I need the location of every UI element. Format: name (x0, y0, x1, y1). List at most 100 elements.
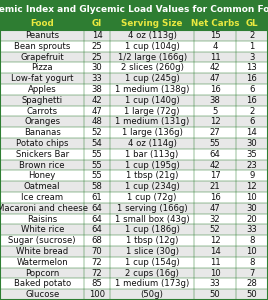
Text: 33: 33 (210, 279, 221, 288)
Text: Bananas: Bananas (24, 128, 61, 137)
Text: 1: 1 (249, 42, 255, 51)
Bar (0, 268, 268, 278)
Text: Glucose: Glucose (25, 290, 59, 299)
Text: 1 tbsp (12g): 1 tbsp (12g) (126, 236, 178, 245)
Text: Snickers Bar: Snickers Bar (16, 150, 69, 159)
Text: 47: 47 (92, 106, 103, 116)
Text: 47: 47 (210, 204, 221, 213)
Text: Popcorn: Popcorn (25, 268, 59, 278)
Bar (0, 84, 268, 95)
Text: 33: 33 (92, 74, 103, 83)
Text: 23: 23 (247, 160, 257, 169)
Text: Grapefruit: Grapefruit (20, 52, 64, 62)
Text: 1 cup (195g): 1 cup (195g) (125, 160, 180, 169)
Text: 16: 16 (210, 85, 221, 94)
Text: 1 cup (72g): 1 cup (72g) (127, 193, 177, 202)
Bar (0, 246, 268, 257)
Text: 11: 11 (210, 258, 221, 267)
Text: 55: 55 (210, 139, 221, 148)
Bar (0, 18, 268, 30)
Text: 35: 35 (247, 150, 257, 159)
Bar (0, 160, 268, 170)
Text: 6: 6 (249, 85, 255, 94)
Text: Brown rice: Brown rice (20, 160, 65, 169)
Bar (0, 224, 268, 235)
Text: 9: 9 (249, 171, 255, 180)
Text: White rice: White rice (21, 225, 64, 234)
Text: 1/2 large (166g): 1/2 large (166g) (118, 52, 187, 62)
Text: 27: 27 (210, 128, 221, 137)
Text: 1 small box (43g): 1 small box (43g) (115, 214, 189, 224)
Text: 42: 42 (92, 96, 103, 105)
Bar (0, 192, 268, 203)
Text: 5: 5 (212, 106, 218, 116)
Text: 1 bar (113g): 1 bar (113g) (125, 150, 179, 159)
Bar (0, 203, 268, 214)
Text: 55: 55 (92, 150, 103, 159)
Text: Potato chips: Potato chips (16, 139, 68, 148)
Text: GI: GI (92, 20, 102, 28)
Bar (0, 235, 268, 246)
Text: Low-fat yogurt: Low-fat yogurt (11, 74, 73, 83)
Text: White bread: White bread (16, 247, 68, 256)
Text: 1 medium (131g): 1 medium (131g) (115, 117, 189, 126)
Text: Peanuts: Peanuts (25, 31, 59, 40)
Text: 30: 30 (247, 204, 257, 213)
Bar (0, 149, 268, 160)
Text: 30: 30 (92, 63, 103, 72)
Text: Raisins: Raisins (27, 214, 57, 224)
Text: 1 cup (186g): 1 cup (186g) (125, 225, 180, 234)
Text: 1 cup (154g): 1 cup (154g) (125, 258, 180, 267)
Text: 42: 42 (210, 63, 221, 72)
Text: 32: 32 (210, 214, 221, 224)
Text: 2: 2 (249, 31, 255, 40)
Text: 14: 14 (210, 247, 221, 256)
Text: 12: 12 (210, 117, 221, 126)
Text: 1 large (72g): 1 large (72g) (124, 106, 180, 116)
Text: 55: 55 (92, 160, 103, 169)
Text: Glycemic Index and Glycemic Load Values for Common Foods¹: Glycemic Index and Glycemic Load Values … (0, 4, 268, 14)
Text: 11: 11 (210, 52, 221, 62)
Text: 58: 58 (92, 182, 103, 191)
Text: 14: 14 (92, 31, 103, 40)
Text: 10: 10 (247, 247, 257, 256)
Bar (0, 116, 268, 127)
Text: 7: 7 (249, 268, 255, 278)
Text: 47: 47 (210, 74, 221, 83)
Text: 50: 50 (247, 290, 257, 299)
Text: 55: 55 (92, 171, 103, 180)
Bar (0, 170, 268, 181)
Text: 28: 28 (247, 279, 257, 288)
Text: Spaghetti: Spaghetti (22, 96, 63, 105)
Text: 64: 64 (210, 150, 221, 159)
Text: 6: 6 (249, 117, 255, 126)
Text: GL: GL (245, 20, 258, 28)
Text: (50g): (50g) (141, 290, 163, 299)
Text: 4: 4 (212, 42, 218, 51)
Text: 48: 48 (92, 117, 103, 126)
Text: 21: 21 (210, 182, 221, 191)
Bar (0, 73, 268, 84)
Text: 70: 70 (92, 247, 103, 256)
Text: Carrots: Carrots (27, 106, 58, 116)
Text: 38: 38 (210, 96, 221, 105)
Text: Macaroni and cheese: Macaroni and cheese (0, 204, 88, 213)
Bar (0, 106, 268, 116)
Text: 1 serving (166g): 1 serving (166g) (117, 204, 187, 213)
Text: 54: 54 (92, 139, 103, 148)
Text: 12: 12 (247, 182, 257, 191)
Text: 25: 25 (92, 42, 103, 51)
Text: 72: 72 (92, 258, 103, 267)
Text: 16: 16 (210, 193, 221, 202)
Text: 13: 13 (247, 63, 257, 72)
Text: 1 medium (138g): 1 medium (138g) (115, 85, 189, 94)
Bar (0, 95, 268, 106)
Text: 1 cup (104g): 1 cup (104g) (125, 42, 180, 51)
Text: 2 cups (16g): 2 cups (16g) (125, 268, 179, 278)
Text: 25: 25 (92, 52, 103, 62)
Text: 30: 30 (247, 139, 257, 148)
Text: 64: 64 (92, 225, 103, 234)
Text: 4 oz (113g): 4 oz (113g) (128, 31, 177, 40)
Text: 10: 10 (210, 268, 221, 278)
Text: Apples: Apples (28, 85, 57, 94)
